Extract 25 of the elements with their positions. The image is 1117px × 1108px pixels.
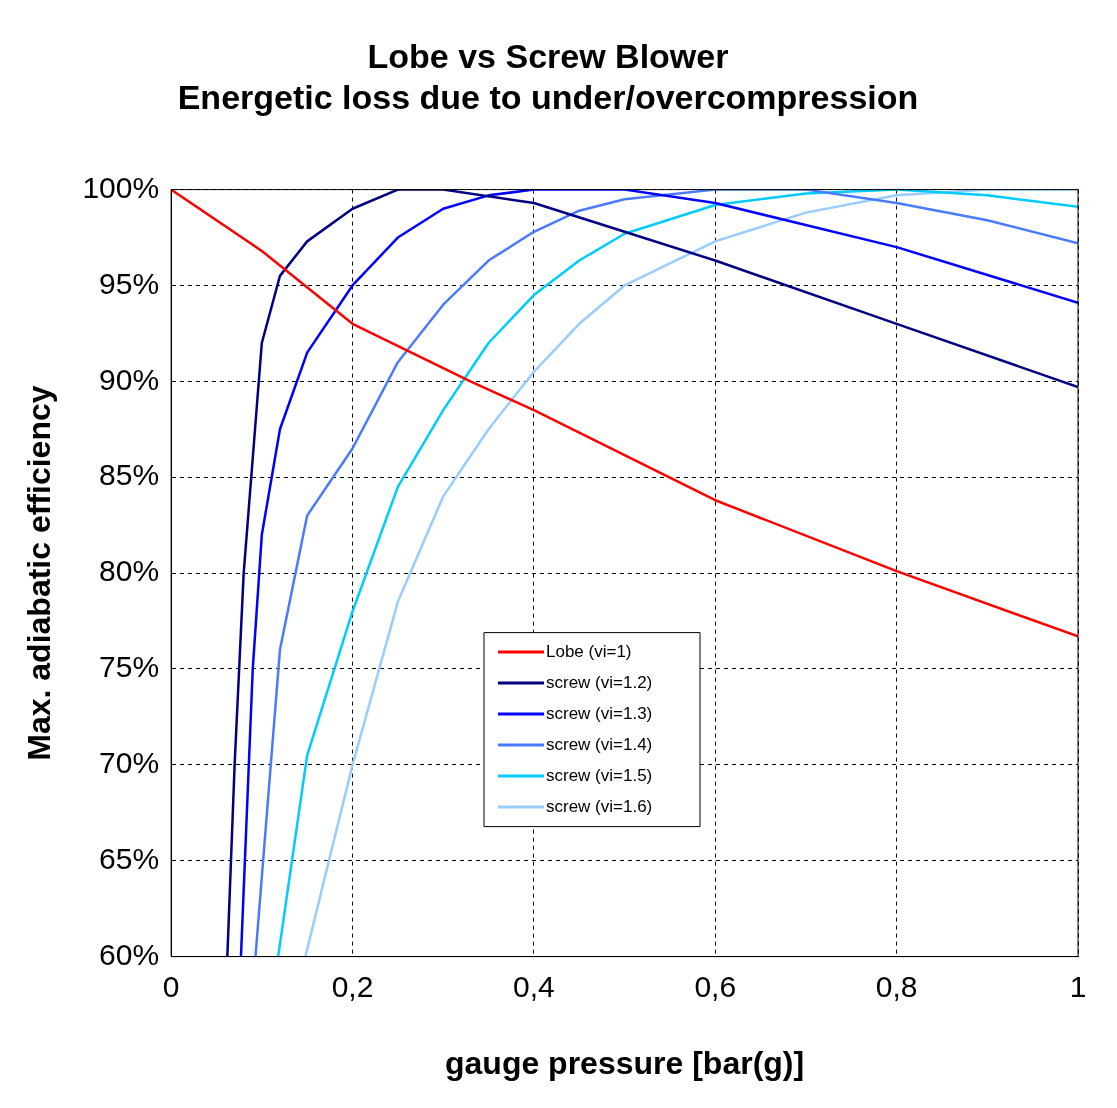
x-tick-label: 0,6 bbox=[694, 969, 737, 1003]
y-tick-label: 100% bbox=[82, 170, 160, 204]
legend-label: Lobe (vi=1) bbox=[546, 641, 632, 661]
text: Lobe vs Screw Blower bbox=[367, 36, 729, 75]
y-tick-label: 80% bbox=[99, 554, 160, 588]
y-tick-label: 65% bbox=[99, 841, 160, 875]
text: Energetic loss due to under/overcompression bbox=[177, 77, 919, 116]
x-tick-label: 0,4 bbox=[513, 969, 555, 1003]
y-tick-label: 90% bbox=[99, 362, 160, 396]
y-tick-label: 70% bbox=[99, 746, 160, 780]
y-axis-title: Max. adiabatic efficiency bbox=[21, 385, 58, 761]
x-tick-label: 0 bbox=[162, 969, 180, 1003]
x-axis-title: gauge pressure [bar(g)] bbox=[444, 1044, 805, 1081]
legend-label: screw (vi=1.5) bbox=[546, 765, 653, 785]
x-tick-label: 1 bbox=[1069, 969, 1087, 1003]
y-tick-label: 75% bbox=[99, 650, 160, 684]
y-tick-label: 85% bbox=[99, 458, 160, 492]
legend-label: screw (vi=1.6) bbox=[546, 796, 653, 816]
y-tick-label: 60% bbox=[99, 937, 160, 971]
legend-label: screw (vi=1.2) bbox=[546, 672, 653, 692]
legend-label: screw (vi=1.4) bbox=[546, 734, 653, 754]
x-tick-label: 0,2 bbox=[331, 969, 374, 1003]
x-tick-label: 0,8 bbox=[875, 969, 918, 1003]
y-tick-label: 95% bbox=[99, 266, 160, 300]
legend-label: screw (vi=1.3) bbox=[546, 703, 653, 723]
